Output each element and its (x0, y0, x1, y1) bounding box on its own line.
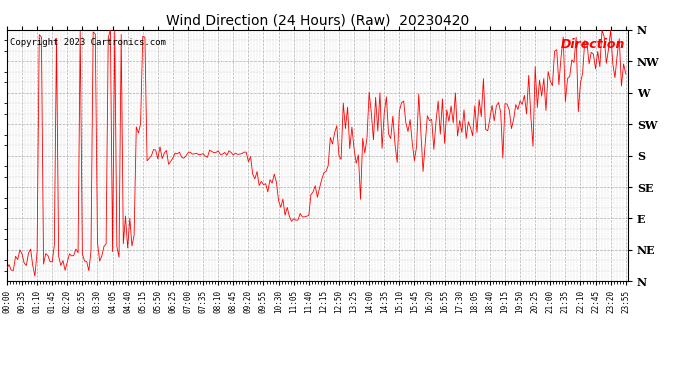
Title: Wind Direction (24 Hours) (Raw)  20230420: Wind Direction (24 Hours) (Raw) 20230420 (166, 13, 469, 27)
Text: Direction: Direction (560, 38, 625, 51)
Text: Copyright 2023 Cartronics.com: Copyright 2023 Cartronics.com (10, 38, 166, 46)
